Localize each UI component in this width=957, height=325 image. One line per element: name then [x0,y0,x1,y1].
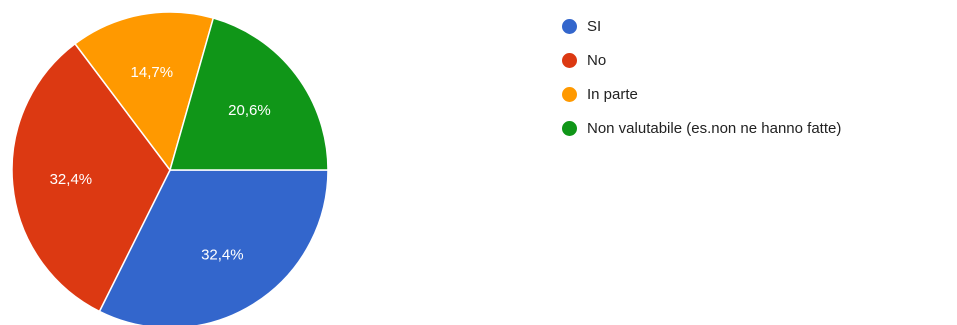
pie-slice-3 [169,17,329,171]
legend-label: No [587,51,607,69]
slice-value-label-2: 14,7% [131,64,174,81]
slice-value-label-1: 32,4% [50,171,93,188]
legend-item-0: SI [562,9,841,43]
pie-slice-0 [98,169,329,325]
legend-dot-icon [562,120,577,136]
legend-item-1: No [562,43,841,77]
legend-dot-icon [562,86,577,102]
slice-value-label-0: 32,4% [201,247,244,264]
pie-slice-2 [73,11,215,172]
legend-dot-icon [562,52,577,68]
legend-item-3: Non valutabile (es.non ne hanno fatte) [562,111,841,145]
legend-label: SI [587,17,602,35]
slice-value-label-3: 20,6% [228,102,271,119]
legend-dot-icon [562,18,577,34]
legend-item-2: In parte [562,77,841,111]
pie-chart: 32,4% 32,4% 14,7% 20,6% [11,11,329,325]
legend-label: In parte [587,85,638,103]
legend-label: Non valutabile (es.non ne hanno fatte) [587,119,842,137]
legend: SI No In parte Non valutabile (es.non ne ha… [562,9,841,145]
pie-slice-1 [11,42,171,313]
